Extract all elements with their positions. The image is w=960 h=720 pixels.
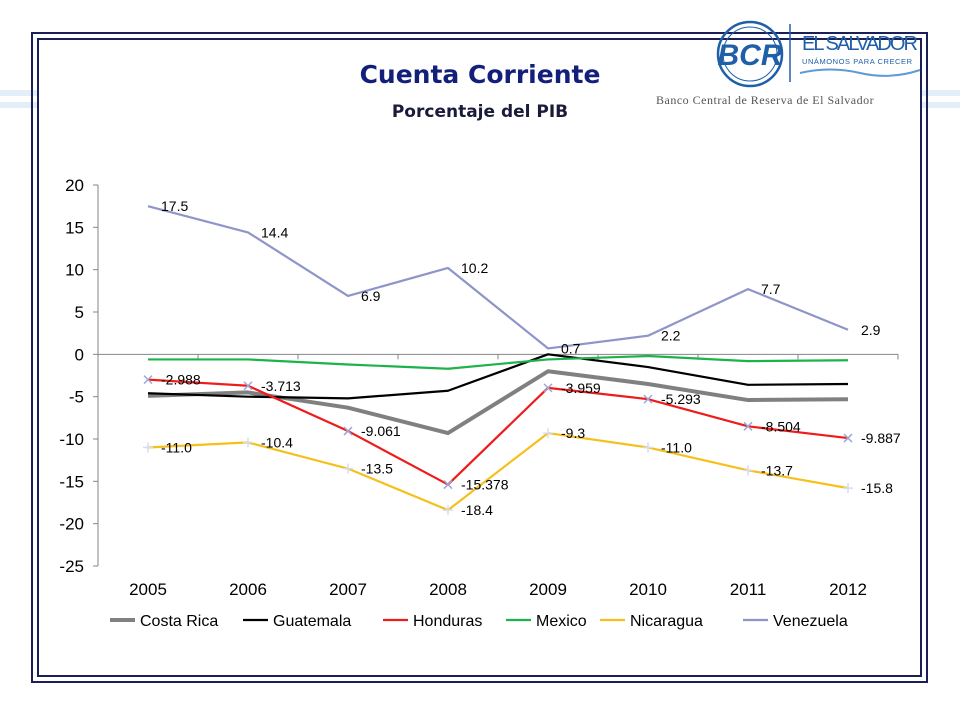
data-point-nicaragua	[443, 505, 453, 516]
data-label-venezuela: 6.9	[361, 288, 381, 304]
bcr-logo-seal	[716, 20, 784, 88]
y-tick-label: -15	[59, 472, 84, 491]
data-label-venezuela: 2.9	[861, 322, 881, 338]
slide-title: Cuenta Corriente	[359, 60, 601, 89]
x-tick-label: 2008	[429, 580, 467, 599]
data-label-venezuela: 7.7	[761, 281, 781, 297]
data-label-honduras: -3.713	[261, 378, 301, 394]
data-point-nicaragua	[743, 465, 753, 476]
data-label-nicaragua: -11.0	[161, 439, 192, 455]
x-tick-label: 2011	[730, 580, 767, 599]
data-point-honduras	[243, 381, 253, 391]
series-line-costa-rica	[147, 369, 849, 436]
data-label-venezuela: 17.5	[161, 198, 188, 214]
data-point-honduras	[843, 433, 853, 443]
data-label-nicaragua: -9.3	[561, 425, 585, 441]
data-label-honduras: -2.988	[161, 372, 201, 388]
data-point-nicaragua	[343, 463, 353, 474]
bcr-logo: BCR EL SALVADOR UNÁMONOS PARA CRECER	[716, 20, 921, 88]
bcr-logo-country: EL SALVADOR	[802, 33, 918, 55]
data-label-nicaragua: -18.4	[461, 502, 493, 518]
legend-label-costa-rica: Costa Rica	[140, 613, 218, 630]
data-point-nicaragua	[643, 442, 653, 453]
data-label-honduras: -8.504	[761, 418, 801, 434]
series-line-honduras	[147, 378, 849, 486]
data-label-nicaragua: -13.7	[761, 462, 793, 478]
data-label-honduras: -5.293	[661, 391, 701, 407]
data-point-honduras	[343, 426, 353, 436]
legend-label-guatemala: Guatemala	[273, 613, 351, 630]
legend-label-honduras: Honduras	[413, 613, 482, 630]
legend-label-venezuela: Venezuela	[773, 613, 848, 630]
data-point-honduras	[143, 375, 153, 385]
legend-label-mexico: Mexico	[536, 613, 587, 630]
data-point-nicaragua	[243, 437, 253, 448]
data-point-honduras	[643, 394, 653, 404]
y-tick-label: -25	[59, 557, 84, 576]
data-point-honduras	[543, 383, 553, 393]
data-point-honduras	[743, 421, 753, 431]
y-tick-label: 10	[65, 261, 84, 280]
x-tick-label: 2007	[329, 580, 367, 599]
data-label-venezuela: 10.2	[461, 260, 488, 276]
x-tick-label: 2009	[529, 580, 567, 599]
data-label-nicaragua: -13.5	[361, 461, 393, 477]
bcr-logo-tagline: UNÁMONOS PARA CRECER	[802, 57, 913, 66]
data-label-honduras: -9.887	[861, 430, 901, 446]
series-line-venezuela	[147, 205, 849, 350]
slide-frame-outer	[31, 32, 928, 683]
bcr-logo-monogram: BCR	[718, 39, 783, 72]
y-tick-label: -5	[69, 388, 84, 407]
y-tick-label: 20	[65, 176, 84, 195]
x-tick-label: 2005	[129, 580, 167, 599]
y-tick-label: 5	[75, 303, 84, 322]
slide-frame-inner	[37, 38, 922, 677]
slide-subtitle: Porcentaje del PIB	[391, 102, 569, 122]
data-label-venezuela: 2.2	[661, 328, 681, 344]
y-tick-label: 15	[65, 218, 84, 237]
data-label-nicaragua: -11.0	[661, 439, 692, 455]
bcr-logo-seal-inner	[722, 26, 778, 82]
bcr-logo-wave	[799, 68, 921, 77]
y-tick-label: -20	[59, 515, 84, 534]
legend-label-nicaragua: Nicaragua	[630, 613, 703, 630]
data-point-nicaragua	[543, 428, 553, 439]
x-tick-label: 2006	[229, 580, 267, 599]
series-line-guatemala	[147, 353, 849, 400]
data-label-honduras: -3.959	[561, 380, 601, 396]
data-point-nicaragua	[843, 483, 853, 494]
y-tick-label: -10	[59, 430, 84, 449]
data-label-nicaragua: -10.4	[261, 434, 293, 450]
series-line-mexico	[148, 354, 849, 370]
data-label-honduras: -15.378	[461, 477, 509, 493]
bank-name: Banco Central de Reserva de El Salvador	[656, 93, 875, 107]
data-label-venezuela: 14.4	[261, 224, 288, 240]
data-point-nicaragua	[143, 442, 153, 453]
data-point-honduras	[443, 480, 453, 490]
x-tick-label: 2012	[829, 580, 867, 599]
data-label-nicaragua: -15.8	[861, 480, 893, 496]
data-label-honduras: -9.061	[361, 423, 401, 439]
y-tick-label: 0	[75, 345, 84, 364]
x-tick-label: 2010	[629, 580, 667, 599]
data-label-venezuela: 0.7	[561, 340, 581, 356]
series-line-nicaragua	[147, 431, 849, 512]
